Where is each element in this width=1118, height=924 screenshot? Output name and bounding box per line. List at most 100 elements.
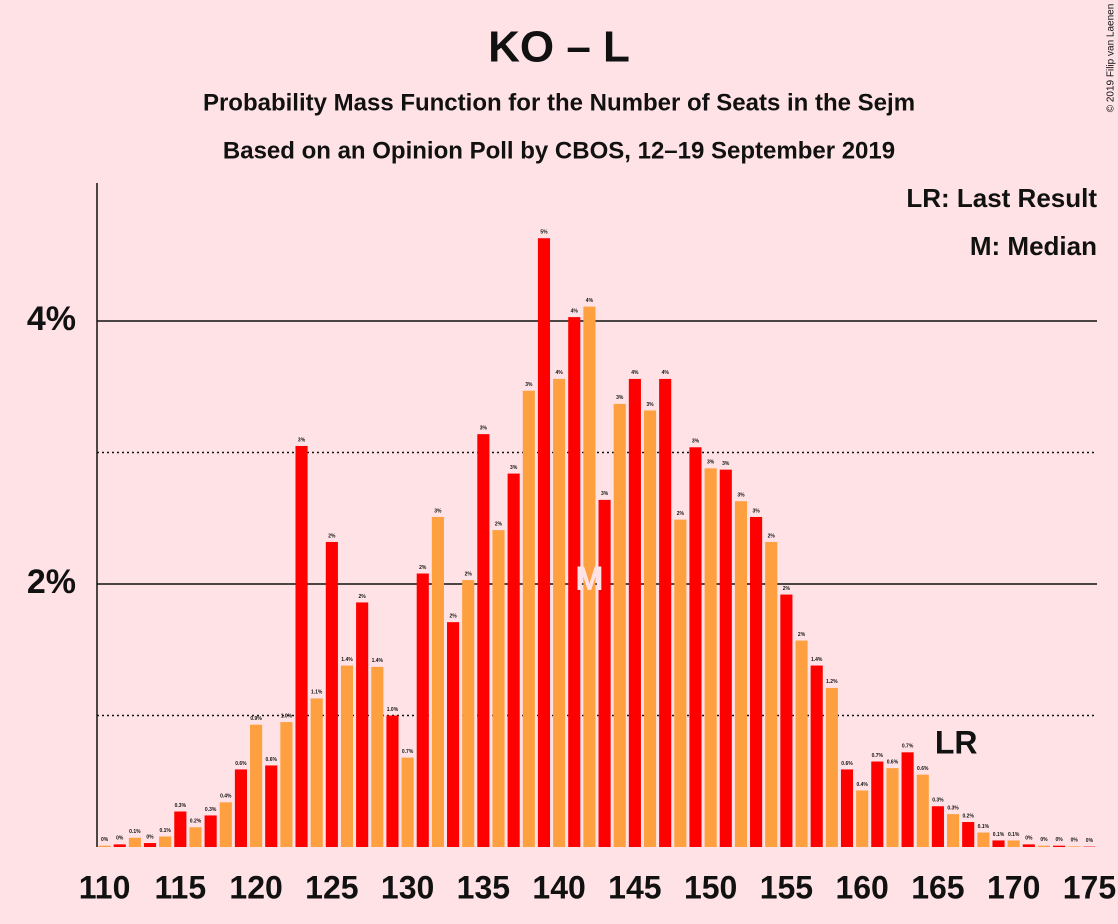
bar (916, 774, 929, 847)
bar (189, 827, 202, 847)
value-label: 0% (1071, 838, 1079, 844)
bar (947, 814, 960, 847)
bar (886, 768, 899, 847)
bar (1007, 840, 1020, 847)
value-label: 3% (722, 461, 730, 467)
copyright: © 2019 Filip van Laenen (1106, 4, 1117, 113)
value-label: 4% (556, 370, 564, 376)
legend-entry: M: Median (970, 231, 1097, 261)
bar (234, 769, 247, 847)
value-label: 0.1% (978, 824, 990, 830)
chart-subtitle: Based on an Opinion Poll by CBOS, 12–19 … (223, 137, 895, 164)
bar (280, 722, 293, 847)
bar (204, 815, 217, 847)
value-label: 3% (480, 425, 488, 431)
bar (689, 447, 702, 847)
value-label: 0.3% (947, 805, 959, 811)
bar (371, 666, 384, 847)
x-tick-label: 125 (305, 869, 358, 905)
value-label: 0% (1086, 838, 1094, 844)
bar (750, 516, 763, 847)
value-label: 3% (737, 493, 745, 499)
bar (553, 378, 566, 847)
bar (431, 516, 444, 847)
value-label: 0.6% (841, 761, 853, 767)
value-label: 0.2% (963, 813, 975, 819)
value-label: 1.4% (811, 657, 823, 663)
value-label: 1.1% (311, 690, 323, 696)
value-label: 0% (1056, 837, 1064, 843)
x-tick-label: 175 (1063, 869, 1116, 905)
bar (113, 844, 126, 847)
value-label: 2% (328, 533, 336, 539)
value-label: 2% (677, 511, 685, 517)
bar (674, 519, 687, 847)
bar (143, 843, 157, 847)
bar (159, 836, 172, 847)
x-tick-label: 160 (835, 869, 888, 905)
value-label: 0% (1040, 837, 1048, 843)
value-label: 4% (631, 370, 639, 376)
value-label: 0.6% (917, 766, 929, 772)
median-marker: M (575, 560, 603, 598)
value-label: 2% (783, 586, 791, 592)
bar (492, 530, 505, 847)
bar (416, 573, 429, 847)
value-label: 3% (692, 439, 700, 445)
bar (931, 806, 944, 847)
value-label: 4% (586, 298, 594, 304)
x-tick-label: 150 (684, 869, 737, 905)
bar (174, 811, 187, 847)
bar (1037, 845, 1051, 847)
value-label: 0.6% (235, 761, 247, 767)
bar (356, 602, 369, 847)
value-label: 0.6% (887, 759, 899, 765)
value-label: 1.2% (826, 679, 838, 685)
value-label: 0.3% (205, 807, 217, 813)
bar (447, 622, 460, 847)
bar (780, 594, 793, 847)
value-label: 0.2% (190, 819, 202, 825)
bar (98, 845, 111, 847)
x-tick-label: 110 (79, 869, 131, 905)
bar (719, 469, 732, 847)
bar (568, 317, 581, 847)
value-label: 1.4% (341, 657, 353, 663)
x-tick-label: 155 (760, 869, 813, 905)
bar (795, 640, 808, 847)
value-label: 0.7% (872, 753, 884, 759)
bar (340, 665, 354, 847)
x-tick-label: 140 (532, 869, 585, 905)
x-tick-label: 165 (911, 869, 964, 905)
bar (128, 837, 141, 847)
value-label: 0.4% (856, 782, 868, 788)
bar (598, 499, 611, 847)
value-label: 3% (616, 395, 624, 401)
bar (295, 445, 308, 847)
value-label: 3% (525, 382, 533, 388)
x-tick-label: 130 (381, 869, 434, 905)
value-label: 3% (707, 460, 715, 466)
value-label: 2% (359, 594, 367, 600)
value-label: 5% (540, 230, 548, 236)
value-label: 0% (101, 837, 109, 843)
bar (659, 378, 672, 847)
bar (462, 580, 475, 847)
bar (1068, 846, 1081, 847)
value-label: 0.1% (993, 832, 1005, 838)
value-label: 0.6% (266, 757, 278, 763)
value-label: 4% (571, 308, 579, 314)
value-label: 2% (495, 521, 503, 527)
value-label: 0% (146, 834, 154, 840)
bar (628, 378, 641, 847)
bar (810, 665, 823, 847)
bar (901, 752, 914, 847)
bar (962, 822, 975, 847)
y-tick-label: 2% (27, 563, 76, 601)
value-label: 3% (298, 437, 306, 443)
value-label: 0.7% (402, 749, 414, 755)
x-tick-label: 145 (608, 869, 661, 905)
value-label: 2% (419, 565, 427, 571)
x-tick-label: 170 (987, 869, 1040, 905)
value-label: 0% (1025, 836, 1033, 842)
